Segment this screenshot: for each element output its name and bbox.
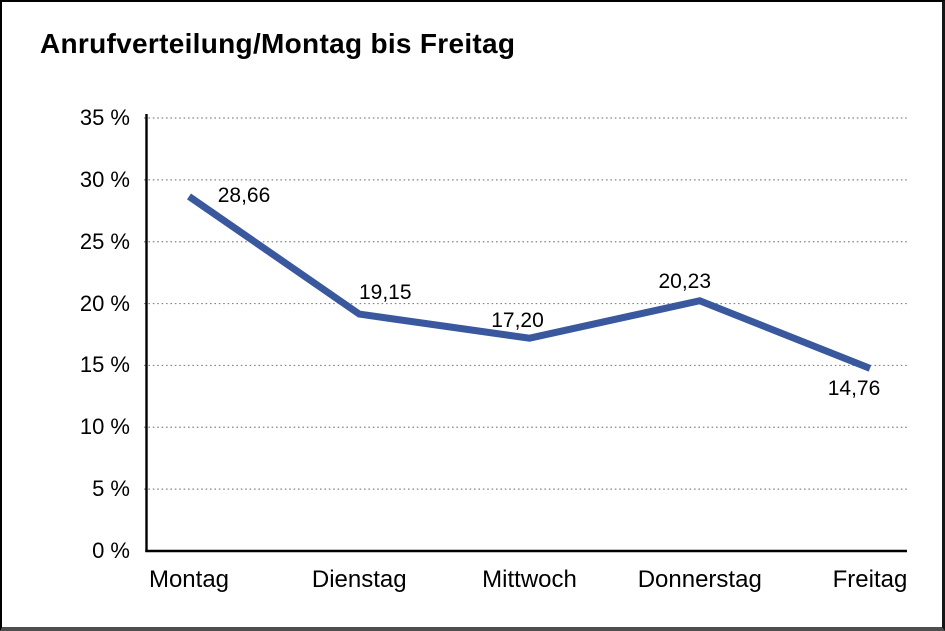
x-axis-label: Freitag: [832, 566, 908, 593]
y-tick-label: 25 %: [79, 228, 130, 254]
y-tick-label: 10 %: [79, 414, 130, 440]
data-series-line: [187, 193, 872, 372]
chart-title: Anrufverteilung/Montag bis Freitag: [40, 28, 516, 59]
x-axis-label: Dienstag: [311, 566, 407, 593]
x-axis-label: Mittwoch: [482, 566, 577, 593]
data-point-label: 28,66: [217, 184, 271, 208]
data-point-label: 14,76: [827, 377, 881, 401]
y-tick-label: 5 %: [92, 476, 130, 502]
y-tick-label: 0 %: [92, 538, 130, 563]
x-axis-label: Donnerstag: [637, 566, 762, 593]
data-point-label: 20,23: [658, 269, 712, 293]
data-point-label: 19,15: [358, 281, 412, 305]
y-tick-label: 20 %: [79, 290, 130, 316]
x-axis-label: Montag: [148, 566, 230, 593]
y-tick-label: 30 %: [79, 166, 130, 192]
y-tick-label: 15 %: [79, 352, 130, 378]
y-tick-label: 35 %: [79, 105, 130, 130]
data-point-label: 17,20: [491, 309, 544, 333]
